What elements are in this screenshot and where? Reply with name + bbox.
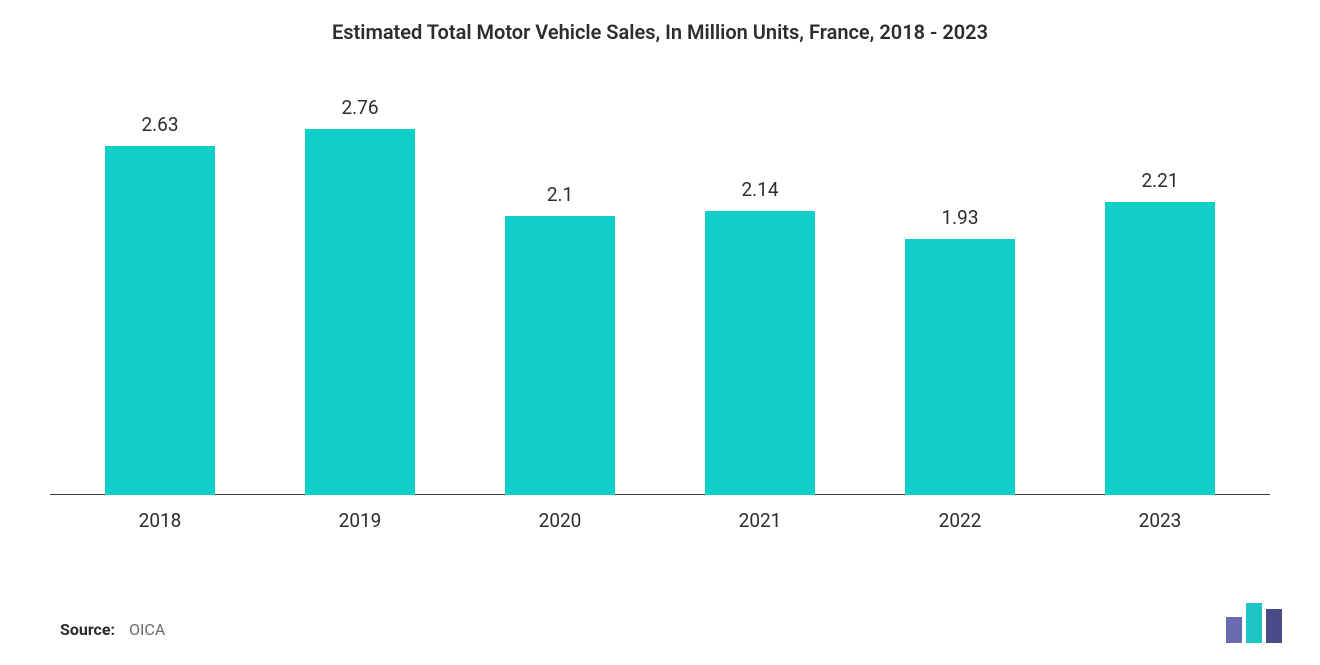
bar [905, 239, 1015, 495]
bar-slot: 1.932022 [860, 110, 1060, 495]
bars-group: 2.6320182.7620192.120202.1420211.9320222… [60, 110, 1260, 495]
bar [1105, 202, 1215, 495]
bar-slot: 2.142021 [660, 110, 860, 495]
bar [105, 146, 215, 495]
x-axis-label: 2023 [1060, 509, 1260, 532]
bar-value-label: 2.76 [260, 96, 460, 129]
bar-slot: 2.632018 [60, 110, 260, 495]
logo-bar-icon [1266, 609, 1282, 643]
x-axis-label: 2020 [460, 509, 660, 532]
chart-container: Estimated Total Motor Vehicle Sales, In … [0, 0, 1320, 665]
x-axis-label: 2021 [660, 509, 860, 532]
source-prefix: Source: [60, 620, 115, 639]
bar-slot: 2.762019 [260, 110, 460, 495]
source-text: OICA [129, 620, 165, 639]
logo-bar-icon [1246, 603, 1262, 643]
bar-value-label: 2.21 [1060, 169, 1260, 202]
logo-bar-icon [1226, 617, 1242, 643]
brand-logo-icon [1226, 603, 1282, 643]
bar [705, 211, 815, 495]
bar-slot: 2.212023 [1060, 110, 1260, 495]
bar-slot: 2.12020 [460, 110, 660, 495]
x-axis-label: 2022 [860, 509, 1060, 532]
x-axis-label: 2019 [260, 509, 460, 532]
plot-area: 2.6320182.7620192.120202.1420211.9320222… [60, 110, 1260, 495]
bar [505, 216, 615, 495]
chart-title: Estimated Total Motor Vehicle Sales, In … [0, 20, 1320, 44]
bar-value-label: 2.1 [460, 183, 660, 216]
bar-value-label: 2.63 [60, 113, 260, 146]
bar [305, 129, 415, 495]
bar-value-label: 1.93 [860, 206, 1060, 239]
bar-value-label: 2.14 [660, 178, 860, 211]
x-axis-label: 2018 [60, 509, 260, 532]
source-row: Source: OICA [60, 620, 165, 639]
